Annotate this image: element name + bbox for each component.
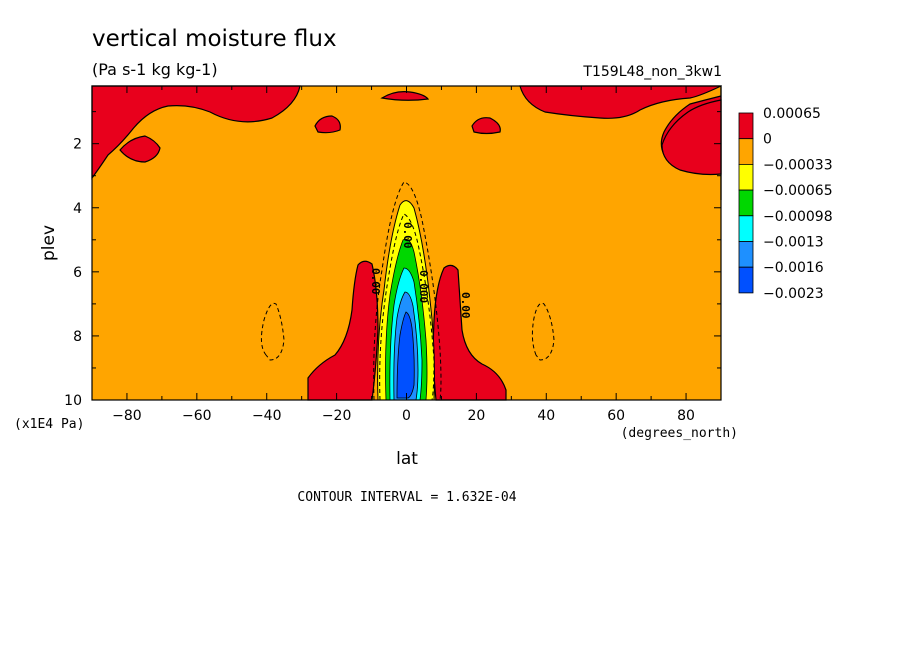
positive-region-nw-small bbox=[314, 115, 341, 134]
y-tick-label: 10 bbox=[64, 393, 82, 409]
y-tick-label: 4 bbox=[73, 201, 82, 217]
legend-label: −0.0013 bbox=[763, 235, 824, 251]
legend-swatch bbox=[738, 215, 754, 242]
x-tick-label: −20 bbox=[322, 408, 352, 424]
legend-label: −0.0016 bbox=[763, 260, 824, 276]
legend-label: 0.00065 bbox=[763, 106, 821, 122]
contour-label: 0.00 bbox=[459, 292, 472, 319]
negative-plume-darkblue bbox=[396, 311, 415, 399]
legend-swatch bbox=[738, 163, 754, 191]
x-axis: −80 −60 −40 −20 0 20 40 60 80 bbox=[91, 86, 722, 424]
y-axis: 2 4 6 8 10 bbox=[64, 111, 721, 409]
contour-labels: 0.00 0.00 0.000 0.00 bbox=[369, 222, 472, 319]
legend-swatch bbox=[738, 138, 754, 165]
y-tick-label: 2 bbox=[73, 137, 82, 153]
x-axis-label: lat bbox=[396, 449, 418, 469]
y-axis-units: (x1E4 Pa) bbox=[14, 417, 84, 432]
legend-swatch bbox=[738, 112, 754, 140]
negative-contours bbox=[260, 181, 555, 401]
x-axis-units: (degrees_north) bbox=[621, 426, 738, 441]
positive-region-sw bbox=[119, 135, 161, 163]
contour-label: 0.00 bbox=[369, 268, 382, 295]
positive-region-e bbox=[661, 99, 722, 176]
x-tick-label: 60 bbox=[607, 408, 625, 424]
chart-units: (Pa s-1 kg kg-1) bbox=[92, 60, 218, 79]
x-tick-label: −40 bbox=[252, 408, 282, 424]
x-tick-label: −60 bbox=[182, 408, 212, 424]
contour-interval: CONTOUR INTERVAL = 1.632E-04 bbox=[297, 490, 516, 505]
legend-swatch bbox=[738, 241, 754, 268]
x-tick-label: 20 bbox=[467, 408, 485, 424]
run-label: T159L48_non_3kw1 bbox=[582, 64, 722, 80]
legend-label: −0.00033 bbox=[763, 157, 833, 173]
legend: 0.00065 0 −0.00033 −0.00065 −0.00098 −0.0013 −… bbox=[738, 106, 833, 302]
y-tick-label: 6 bbox=[73, 265, 82, 281]
legend-label: 0 bbox=[763, 132, 772, 148]
plot-area: 0.00 0.00 0.000 0.00 bbox=[91, 85, 722, 401]
positive-region-top-center bbox=[380, 91, 430, 101]
positive-region-left-flank bbox=[307, 260, 379, 401]
contour-label: 0.000 bbox=[417, 270, 430, 303]
contour-label: 0.00 bbox=[401, 222, 414, 249]
x-tick-label: 0 bbox=[402, 408, 411, 424]
x-tick-label: 40 bbox=[537, 408, 555, 424]
y-axis-label: plev bbox=[39, 225, 59, 261]
y-tick-label: 8 bbox=[73, 329, 82, 345]
positive-region-nw bbox=[91, 85, 301, 180]
legend-label: −0.00098 bbox=[763, 209, 833, 225]
legend-label: −0.0023 bbox=[763, 286, 824, 302]
positive-region-right-flank bbox=[432, 264, 507, 401]
chart-title: vertical moisture flux bbox=[92, 26, 337, 52]
x-tick-label: 80 bbox=[677, 408, 695, 424]
legend-label: −0.00065 bbox=[763, 183, 833, 199]
legend-swatch bbox=[738, 266, 754, 294]
x-tick-label: −80 bbox=[112, 408, 142, 424]
legend-swatch bbox=[738, 189, 754, 217]
positive-region-ne-small bbox=[471, 117, 501, 135]
